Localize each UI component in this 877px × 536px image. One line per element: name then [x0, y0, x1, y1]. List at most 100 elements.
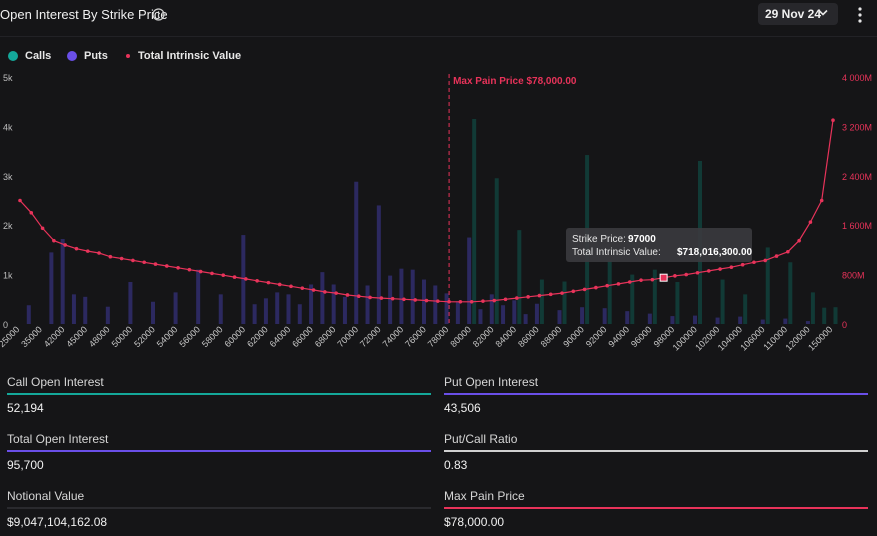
put-bar — [410, 269, 415, 324]
put-bar — [760, 319, 765, 324]
intrinsic-value-point — [447, 299, 451, 304]
put-bar — [286, 294, 291, 324]
x-tick-label: 94000 — [606, 324, 631, 349]
intrinsic-value-point — [52, 238, 56, 243]
intrinsic-value-point — [594, 285, 598, 290]
y-tick-label-right: 4 000M — [842, 73, 872, 83]
tooltip-strike-label: Strike Price: — [572, 234, 626, 245]
date-select[interactable]: 29 Nov 24 — [758, 3, 838, 25]
stat-put-call-ratio: Put/Call Ratio 0.83 — [437, 427, 868, 477]
put-bar — [354, 181, 359, 324]
put-bar — [320, 272, 325, 324]
intrinsic-value-point — [300, 286, 305, 290]
intrinsic-value-point — [40, 226, 45, 231]
put-bar — [297, 304, 302, 324]
intrinsic-value-point — [515, 296, 519, 300]
x-tick-label: 70000 — [335, 324, 360, 349]
open-interest-chart: 0 1k 2k 3k 4k 5k 0 800M 1 600M 2 400M 3 200M 4 000M… — [0, 73, 872, 353]
call-bar — [765, 247, 770, 324]
stat-label: Put Open Interest — [444, 375, 539, 389]
call-bar — [652, 269, 657, 324]
put-bar — [128, 282, 133, 324]
x-tick-label: 42000 — [42, 324, 67, 349]
put-bar — [365, 285, 370, 324]
put-bar — [693, 315, 697, 324]
intrinsic-value-point — [255, 278, 259, 283]
chevron-down-icon — [818, 9, 828, 16]
stat-label: Call Open Interest — [7, 375, 104, 389]
intrinsic-value-point — [18, 198, 22, 203]
x-tick-label: 72000 — [358, 324, 383, 349]
more-options-icon[interactable] — [855, 6, 865, 24]
stat-total-open-interest: Total Open Interest 95,700 — [0, 427, 431, 477]
intrinsic-value-point — [221, 273, 226, 278]
intrinsic-value-point — [323, 290, 327, 294]
stat-label: Notional Value — [7, 489, 85, 503]
intrinsic-value-point — [537, 293, 542, 298]
intrinsic-value-point — [74, 246, 79, 251]
x-tick-label: 90000 — [561, 324, 586, 349]
intrinsic-value-point — [639, 278, 643, 282]
stat-value: 43,506 — [444, 401, 481, 415]
intrinsic-value-point — [356, 294, 361, 299]
intrinsic-value-point — [164, 264, 169, 268]
stat-max-pain-price: Max Pain Price $78,000.00 — [437, 484, 868, 534]
y-tick-label-left: 3k — [3, 172, 13, 182]
stat-label: Max Pain Price — [444, 489, 525, 503]
intrinsic-value-point — [526, 295, 530, 299]
x-tick-label: 54000 — [155, 324, 180, 349]
call-bar — [810, 292, 815, 324]
y-tick-label-right: 3 200M — [842, 122, 872, 132]
intrinsic-value-point — [616, 282, 621, 286]
x-tick-label: 74000 — [381, 324, 406, 349]
put-bar — [342, 296, 347, 324]
put-bar — [263, 298, 268, 324]
intrinsic-value-point — [390, 296, 395, 301]
x-tick-label: 50000 — [110, 324, 135, 349]
intrinsic-value-point — [210, 271, 214, 276]
info-icon[interactable] — [152, 8, 165, 21]
put-bar — [805, 321, 810, 324]
put-bar — [523, 314, 528, 324]
intrinsic-value-point — [435, 299, 440, 303]
stat-put-open-interest: Put Open Interest 43,506 — [437, 370, 868, 420]
stat-underline — [444, 393, 868, 395]
legend-label: Calls — [25, 50, 52, 62]
stat-call-open-interest: Call Open Interest 52,194 — [0, 370, 431, 420]
header-divider — [0, 36, 877, 37]
put-bar — [534, 303, 539, 324]
page-title: Open Interest By Strike Price — [0, 7, 168, 22]
intrinsic-value-point — [29, 211, 34, 215]
intrinsic-value-point — [424, 298, 429, 303]
call-bar — [562, 281, 567, 324]
stat-underline — [7, 507, 431, 509]
x-tick-label: 86000 — [516, 324, 541, 349]
intrinsic-value-point — [797, 238, 801, 243]
intrinsic-value-point — [627, 280, 632, 284]
intrinsic-value-point — [808, 220, 813, 224]
stat-underline — [7, 450, 431, 452]
highlighted-point — [659, 273, 668, 282]
put-bar — [26, 305, 31, 324]
intrinsic-value-point — [831, 118, 835, 123]
put-bar — [444, 293, 449, 324]
intrinsic-value-point — [142, 260, 147, 265]
intrinsic-value-point — [232, 275, 237, 279]
intrinsic-value-point — [740, 262, 745, 267]
x-tick-label: 56000 — [177, 324, 202, 349]
y-tick-label-left: 1k — [3, 271, 13, 281]
intrinsic-value-point — [774, 254, 779, 258]
call-bar — [822, 307, 827, 324]
put-bar — [309, 284, 314, 324]
x-tick-label: 45000 — [64, 324, 89, 349]
call-bar — [494, 178, 499, 324]
x-tick-label: 64000 — [268, 324, 293, 349]
stat-value: 95,700 — [7, 458, 44, 472]
intrinsic-value-line — [19, 120, 834, 303]
put-bar — [71, 294, 76, 324]
stat-value: $9,047,104,162.08 — [7, 515, 108, 529]
intrinsic-value-point — [402, 297, 406, 302]
tooltip-value-value: $718,016,300.00 — [677, 247, 753, 258]
call-bar — [607, 260, 612, 324]
y-tick-label-left: 0 — [3, 320, 8, 330]
